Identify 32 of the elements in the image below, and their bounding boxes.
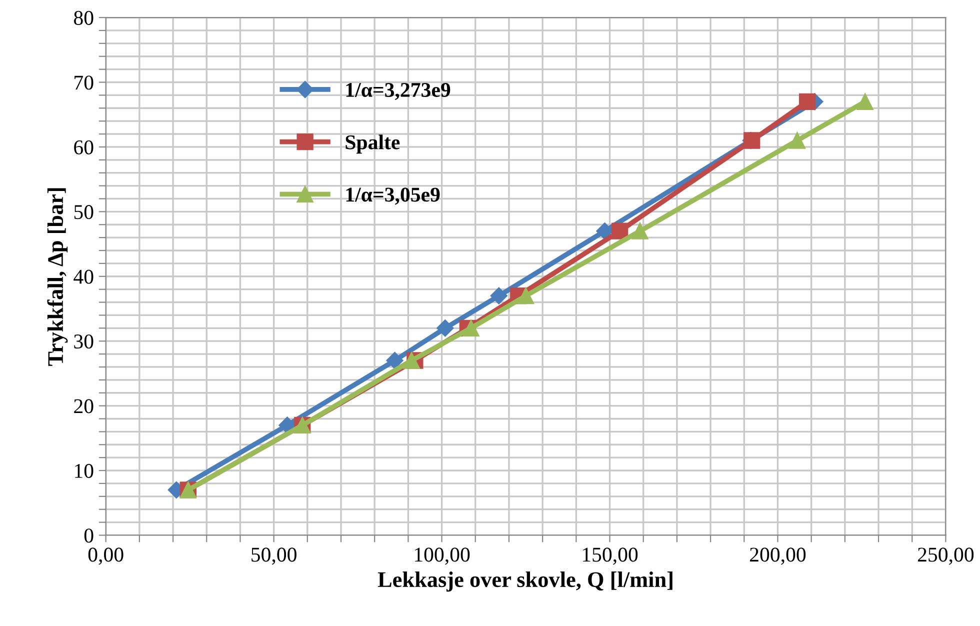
point bbox=[517, 287, 534, 304]
y-tick-label: 30 bbox=[74, 334, 94, 349]
x-tick-label: 50,00 bbox=[252, 548, 296, 565]
x-tick-label: 150,00 bbox=[582, 548, 638, 565]
x-tick-label: 250,00 bbox=[918, 548, 974, 565]
point bbox=[462, 320, 480, 336]
point bbox=[596, 222, 614, 240]
y-tick-label: 20 bbox=[74, 399, 94, 414]
legend-label: Spalte bbox=[346, 134, 400, 154]
legend-label: 1/α=3,273e9 bbox=[346, 82, 450, 100]
y-tick-label: 10 bbox=[75, 464, 94, 478]
point bbox=[632, 222, 648, 240]
x-tick-label: 100,00 bbox=[414, 548, 470, 565]
x-axis-title: Lekkasje over skovle, Q [l/min] bbox=[378, 571, 672, 592]
point bbox=[490, 287, 508, 304]
y-tick-label: 80 bbox=[74, 10, 94, 25]
legend-label: 1/α=3,05e9 bbox=[346, 188, 440, 205]
x-tick-label: 200,00 bbox=[750, 548, 806, 565]
point bbox=[798, 93, 816, 110]
y-tick-label: 70 bbox=[74, 76, 94, 90]
point bbox=[436, 320, 454, 337]
point bbox=[612, 222, 628, 240]
y-axis-title: Trykkfall, Δp [bar] bbox=[47, 188, 68, 366]
y-tick-label: 60 bbox=[74, 140, 94, 154]
point bbox=[386, 352, 404, 370]
point bbox=[788, 132, 806, 149]
point bbox=[856, 93, 874, 110]
point bbox=[403, 352, 420, 369]
y-tick-label: 50 bbox=[74, 205, 94, 220]
x-tick-label: 0,00 bbox=[88, 548, 124, 565]
y-tick-label: 0 bbox=[84, 528, 94, 543]
y-tick-label: 40 bbox=[74, 270, 94, 284]
